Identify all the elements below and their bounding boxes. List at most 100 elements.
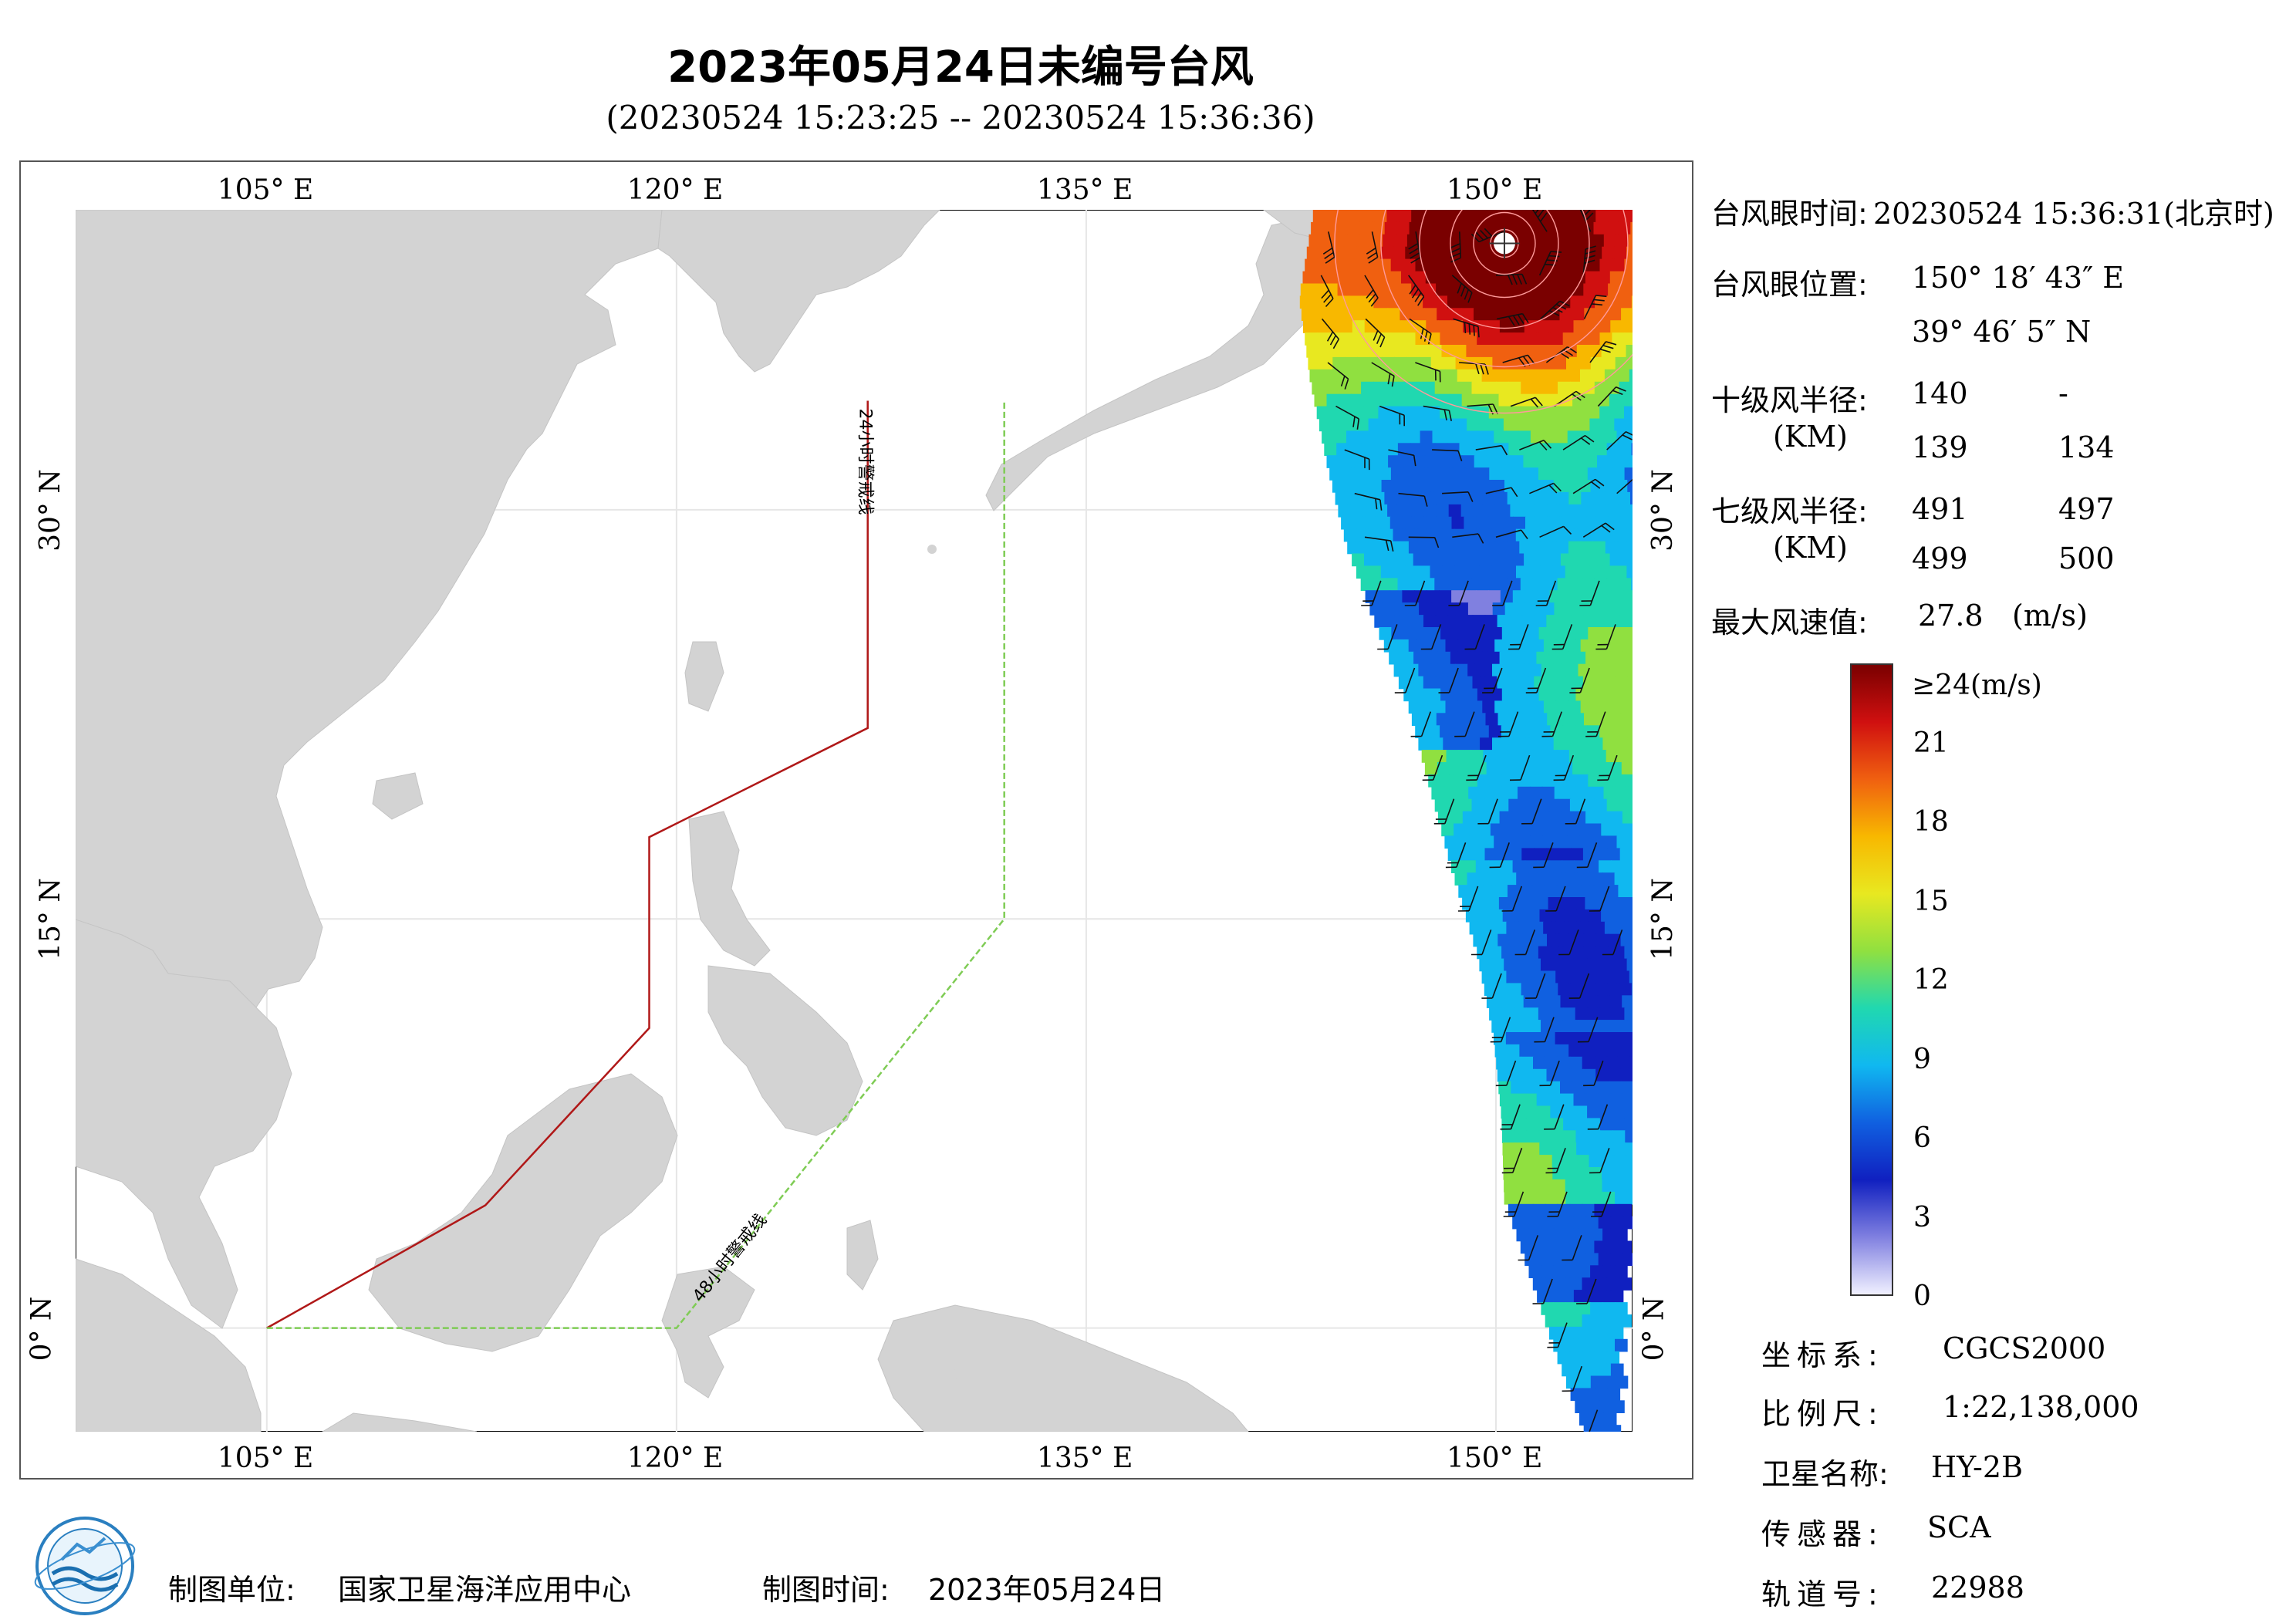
wind-cell (1497, 504, 1511, 518)
wind-cell (1595, 848, 1609, 862)
wind-cell (1624, 1118, 1633, 1132)
land-philippines (707, 965, 863, 1136)
wind-cell (1523, 995, 1537, 1008)
wind-cell (1577, 418, 1591, 432)
wind-cell (1468, 786, 1481, 800)
wind-cell (1622, 651, 1633, 665)
wind-cell (1625, 1142, 1633, 1156)
wind-cell (1624, 406, 1633, 420)
wind-cell (1524, 860, 1538, 873)
wind-cell (1538, 627, 1552, 640)
wind-cell (1467, 418, 1480, 432)
wind-cell (1352, 320, 1366, 333)
wind-cell (1498, 995, 1512, 1008)
wind-cell (1380, 528, 1394, 542)
wind-cell (1598, 651, 1611, 665)
wind-cell (1552, 1179, 1566, 1193)
wind-cell (1606, 1056, 1620, 1070)
wind-cell (1413, 651, 1427, 665)
wind-cell (1507, 639, 1520, 653)
sensor-value: SCA (1927, 1510, 1991, 1544)
wind-cell (1564, 345, 1578, 358)
land-new-guinea (877, 1304, 1249, 1432)
wind-cell (1551, 774, 1565, 788)
wind-cell (1538, 516, 1551, 530)
wind-cell (1511, 455, 1524, 468)
wind-cell (1619, 295, 1633, 309)
wind-cell (1491, 1020, 1504, 1033)
wind-cell (1453, 774, 1466, 788)
wind-cell (1521, 1068, 1535, 1082)
wind-cell (1568, 970, 1581, 984)
wind-cell (1599, 590, 1612, 603)
wind-barb (1541, 711, 1562, 737)
wind-cell (1595, 1425, 1609, 1432)
wind-cell (1562, 258, 1576, 272)
wind-cell (1408, 541, 1422, 555)
wind-barb (1409, 318, 1432, 345)
wind-cell (1357, 356, 1370, 370)
wind-cell (1562, 590, 1575, 603)
wind-cell (1498, 455, 1512, 468)
wind-cell (1585, 1093, 1599, 1107)
wind-barb (1582, 522, 1615, 538)
wind-cell (1566, 786, 1580, 800)
wind-cell (1417, 418, 1431, 432)
wind-cell (1335, 221, 1349, 235)
wind-cell (1471, 381, 1485, 395)
wind-cell (1571, 676, 1584, 690)
wind-barb (1490, 1017, 1511, 1043)
wind-cell (1589, 1142, 1602, 1156)
wind-cell (1509, 615, 1523, 628)
radius-7-label: 七级风半径: (1711, 494, 1868, 528)
wind-cell (1483, 221, 1496, 235)
wind-cell (1405, 565, 1419, 579)
wind-barb (1525, 973, 1546, 999)
wind-cell (1471, 798, 1485, 812)
wind-barb (1457, 886, 1479, 912)
wind-cell (1575, 467, 1589, 481)
wind-cell (1538, 332, 1551, 346)
wind-cell (1501, 467, 1514, 481)
wind-cell (1580, 639, 1594, 653)
wind-cell (1365, 516, 1379, 530)
wind-cell (1620, 713, 1633, 726)
colorbar-tick-label: 9 (1913, 1043, 1931, 1075)
wind-cell (1607, 1388, 1621, 1402)
wind-cell (1400, 504, 1413, 518)
wind-cell (1448, 210, 1461, 223)
wind-cell (1479, 418, 1492, 432)
wind-cell (1569, 1203, 1583, 1217)
wind-cell (1484, 210, 1498, 223)
wind-cell (1606, 1044, 1619, 1058)
wind-cell (1365, 590, 1379, 603)
wind-cell (1396, 639, 1410, 653)
wind-barb (1475, 444, 1508, 456)
wind-cell (1386, 443, 1399, 456)
wind-cell (1611, 860, 1624, 873)
wind-cell (1528, 1228, 1542, 1242)
wind-cell (1620, 283, 1633, 297)
wind-cell (1550, 406, 1564, 420)
wind-cell (1544, 491, 1558, 505)
wind-cell (1502, 823, 1516, 837)
wind-cell (1527, 823, 1541, 837)
wind-cell (1565, 1228, 1578, 1242)
wind-swath (1299, 210, 1633, 1432)
wind-cell (1575, 406, 1588, 420)
wind-cell (1610, 1216, 1624, 1230)
wind-barb (1379, 405, 1405, 427)
wind-cell (1420, 639, 1434, 653)
wind-cell (1407, 430, 1421, 444)
wind-barb (1354, 492, 1383, 511)
wind-cell (1546, 615, 1559, 628)
wind-cell (1428, 688, 1441, 702)
wind-cell (1494, 835, 1507, 849)
wind-barb (1519, 440, 1552, 450)
wind-cell (1544, 885, 1558, 898)
wind-cell (1627, 356, 1633, 370)
wind-cell (1427, 516, 1440, 530)
wind-cell (1616, 1032, 1629, 1045)
wind-cell (1388, 393, 1401, 407)
wind-cell (1535, 1081, 1548, 1095)
